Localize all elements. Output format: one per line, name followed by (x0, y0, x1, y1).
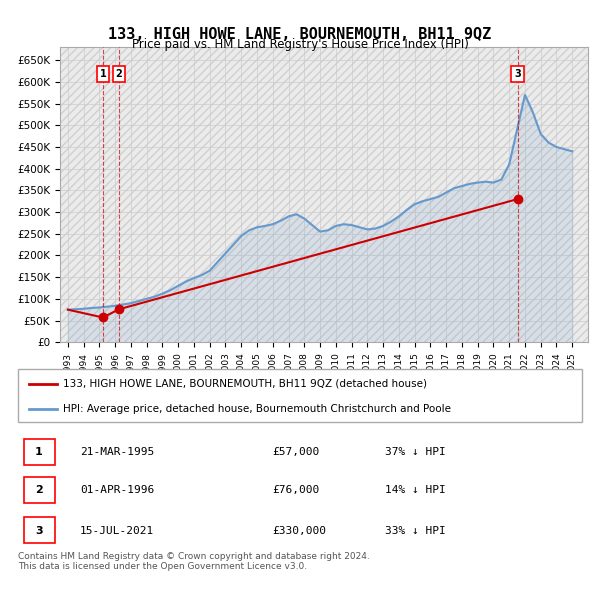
Text: 133, HIGH HOWE LANE, BOURNEMOUTH, BH11 9QZ (detached house): 133, HIGH HOWE LANE, BOURNEMOUTH, BH11 9… (63, 379, 427, 389)
Text: £57,000: £57,000 (272, 447, 319, 457)
Text: 01-APR-1996: 01-APR-1996 (80, 486, 154, 496)
Text: Contains HM Land Registry data © Crown copyright and database right 2024.
This d: Contains HM Land Registry data © Crown c… (18, 552, 370, 571)
Text: 1: 1 (100, 69, 106, 78)
Text: Price paid vs. HM Land Registry's House Price Index (HPI): Price paid vs. HM Land Registry's House … (131, 38, 469, 51)
Text: £330,000: £330,000 (272, 526, 326, 536)
Text: 21-MAR-1995: 21-MAR-1995 (80, 447, 154, 457)
FancyBboxPatch shape (23, 477, 55, 503)
Text: 3: 3 (514, 69, 521, 78)
Text: 2: 2 (35, 486, 43, 496)
Text: 37% ↓ HPI: 37% ↓ HPI (385, 447, 445, 457)
Text: £76,000: £76,000 (272, 486, 319, 496)
Text: HPI: Average price, detached house, Bournemouth Christchurch and Poole: HPI: Average price, detached house, Bour… (63, 404, 451, 414)
Text: 33% ↓ HPI: 33% ↓ HPI (385, 526, 445, 536)
FancyBboxPatch shape (23, 517, 55, 543)
Text: 14% ↓ HPI: 14% ↓ HPI (385, 486, 445, 496)
FancyBboxPatch shape (18, 369, 582, 422)
FancyBboxPatch shape (23, 439, 55, 464)
Text: 2: 2 (116, 69, 122, 78)
Text: 1: 1 (35, 447, 43, 457)
Text: 133, HIGH HOWE LANE, BOURNEMOUTH, BH11 9QZ: 133, HIGH HOWE LANE, BOURNEMOUTH, BH11 9… (109, 27, 491, 41)
Text: 3: 3 (35, 526, 43, 536)
Text: 15-JUL-2021: 15-JUL-2021 (80, 526, 154, 536)
